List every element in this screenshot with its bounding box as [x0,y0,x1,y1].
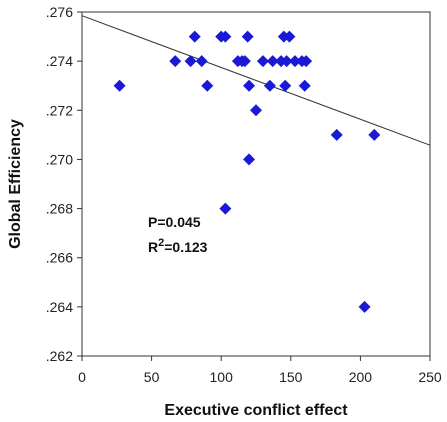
data-point-marker [283,30,296,43]
y-tick-label: .266 [46,250,73,266]
r-squared-value: =0.123 [164,239,207,255]
data-point-marker [266,55,279,68]
data-point-marker [279,79,292,92]
x-axis-title: Executive conflict effect [164,402,348,419]
data-point-marker [243,153,256,166]
y-tick-label: .272 [46,102,73,118]
r-squared-superscript: 2 [158,237,164,249]
data-point-marker [184,55,197,68]
data-point-marker [330,128,343,141]
x-tick-label: 50 [144,369,160,385]
r-squared-symbol: R [148,239,158,255]
data-point-marker [241,30,254,43]
data-point-marker [300,55,313,68]
x-tick-label: 100 [210,369,234,385]
regression-line [81,15,431,146]
y-tick-label: .262 [46,348,73,364]
y-tick-label: .276 [46,4,73,20]
data-point-marker [238,55,251,68]
y-tick-label: .268 [46,201,73,217]
data-point-marker [280,55,293,68]
data-point-marker [201,79,214,92]
y-axis-ticks: .262 .264 .266 .268 .270 .272 .274 .276 [46,4,82,364]
plot-frame [81,11,431,357]
r-squared-annotation: R2=0.123 [148,237,208,255]
x-tick-label: 200 [349,369,373,385]
data-point-marker [243,79,256,92]
x-tick-label: 150 [279,369,303,385]
y-tick-label: .274 [46,53,73,69]
data-point-marker [263,79,276,92]
data-point-marker [219,202,232,215]
y-tick-label: .270 [46,151,73,167]
data-point-marker [256,55,269,68]
data-point-marker [188,30,201,43]
y-tick-label: .264 [46,299,73,315]
p-value-annotation: P=0.045 [148,214,201,230]
data-point-marker [368,128,381,141]
data-point-marker [169,55,182,68]
data-point-marker [288,55,301,68]
x-tick-label: 250 [418,369,442,385]
data-point-marker [113,79,126,92]
data-points [113,30,381,313]
data-point-marker [298,79,311,92]
data-point-marker [219,30,232,43]
y-axis-title: Global Efficiency [7,119,24,249]
data-point-marker [195,55,208,68]
data-point-marker [358,300,371,313]
x-axis-ticks: 0 50 100 150 200 250 [78,356,442,385]
data-point-marker [250,104,262,117]
x-tick-label: 0 [78,369,86,385]
